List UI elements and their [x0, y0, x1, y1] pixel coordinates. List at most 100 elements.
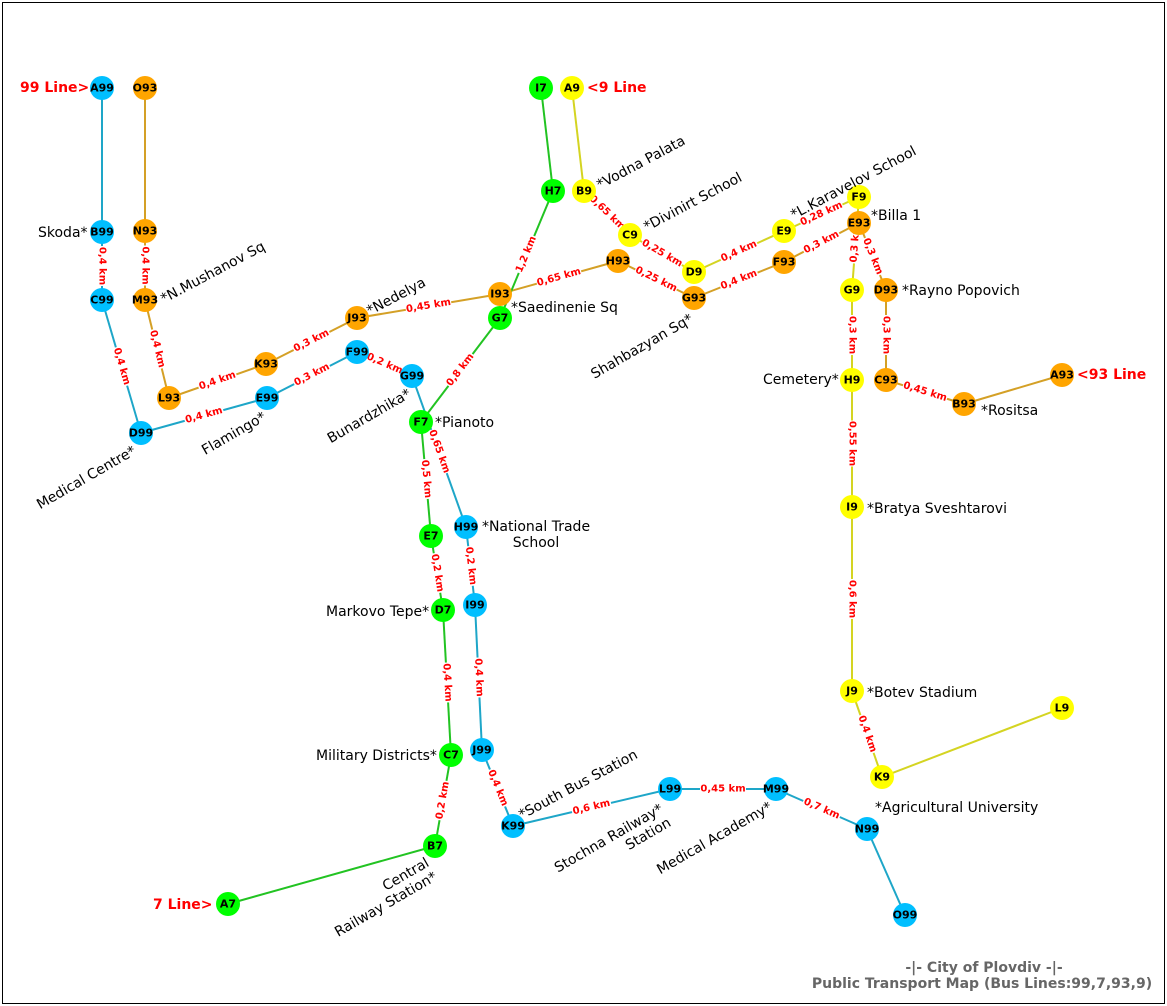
station-f99[interactable]: F99 — [345, 340, 369, 364]
station-e7[interactable]: E7 — [419, 524, 443, 548]
station-marker[interactable] — [874, 368, 898, 392]
station-marker[interactable] — [840, 368, 864, 392]
station-h7[interactable]: H7 — [541, 179, 565, 203]
station-marker[interactable] — [874, 278, 898, 302]
station-m99[interactable]: M99 — [763, 777, 789, 801]
station-marker[interactable] — [1050, 696, 1074, 720]
station-e9[interactable]: E9 — [772, 219, 796, 243]
station-marker[interactable] — [764, 777, 788, 801]
station-marker[interactable] — [439, 743, 463, 767]
station-marker[interactable] — [772, 250, 796, 274]
station-k93[interactable]: K93 — [254, 352, 278, 376]
station-marker[interactable] — [870, 765, 894, 789]
station-marker[interactable] — [855, 817, 879, 841]
station-o93[interactable]: O93 — [133, 76, 158, 100]
station-marker[interactable] — [157, 386, 181, 410]
station-marker[interactable] — [254, 352, 278, 376]
station-e99[interactable]: E99 — [255, 386, 279, 410]
station-n99[interactable]: N99 — [855, 817, 880, 841]
station-marker[interactable] — [463, 593, 487, 617]
station-d7[interactable]: D7 — [431, 598, 455, 622]
station-j9[interactable]: J9 — [840, 679, 864, 703]
station-marker[interactable] — [618, 223, 642, 247]
station-marker[interactable] — [893, 903, 917, 927]
station-marker[interactable] — [847, 185, 871, 209]
station-marker[interactable] — [840, 679, 864, 703]
station-n93[interactable]: N93 — [133, 219, 158, 243]
station-marker[interactable] — [419, 524, 443, 548]
station-marker[interactable] — [90, 220, 114, 244]
station-f7[interactable]: F7 — [409, 410, 433, 434]
station-o99[interactable]: O99 — [893, 903, 918, 927]
station-marker[interactable] — [658, 777, 682, 801]
station-marker[interactable] — [501, 814, 525, 838]
station-b99[interactable]: B99 — [90, 220, 114, 244]
station-l99[interactable]: L99 — [658, 777, 682, 801]
station-marker[interactable] — [541, 179, 565, 203]
station-marker[interactable] — [470, 738, 494, 762]
station-marker[interactable] — [488, 282, 512, 306]
station-marker[interactable] — [423, 834, 447, 858]
station-marker[interactable] — [572, 179, 596, 203]
station-marker[interactable] — [454, 515, 478, 539]
station-f9[interactable]: F9 — [847, 185, 871, 209]
station-h99[interactable]: H99 — [454, 515, 479, 539]
station-marker[interactable] — [840, 495, 864, 519]
station-f93[interactable]: F93 — [772, 250, 796, 274]
station-marker[interactable] — [682, 286, 706, 310]
station-k9[interactable]: K9 — [870, 765, 894, 789]
station-marker[interactable] — [952, 392, 976, 416]
station-marker[interactable] — [606, 249, 630, 273]
station-m93[interactable]: M93 — [132, 288, 158, 312]
station-marker[interactable] — [129, 421, 153, 445]
station-h9[interactable]: H9 — [840, 368, 864, 392]
station-b9[interactable]: B9 — [572, 179, 596, 203]
station-a99[interactable]: A99 — [90, 76, 114, 100]
station-marker[interactable] — [529, 76, 553, 100]
station-i93[interactable]: I93 — [488, 282, 512, 306]
station-d93[interactable]: D93 — [874, 278, 898, 302]
station-a9[interactable]: A9 — [560, 76, 584, 100]
station-l93[interactable]: L93 — [157, 386, 181, 410]
station-g9[interactable]: G9 — [840, 278, 864, 302]
station-g99[interactable]: G99 — [400, 364, 424, 388]
station-marker[interactable] — [847, 211, 871, 235]
station-marker[interactable] — [772, 219, 796, 243]
station-d9[interactable]: D9 — [682, 260, 706, 284]
station-marker[interactable] — [1050, 363, 1074, 387]
station-h93[interactable]: H93 — [606, 249, 631, 273]
station-k99[interactable]: K99 — [501, 814, 525, 838]
station-c7[interactable]: C7 — [439, 743, 463, 767]
station-e93[interactable]: E93 — [847, 211, 871, 235]
station-marker[interactable] — [345, 340, 369, 364]
station-marker[interactable] — [409, 410, 433, 434]
station-l9[interactable]: L9 — [1050, 696, 1074, 720]
station-marker[interactable] — [560, 76, 584, 100]
station-g7[interactable]: G7 — [488, 306, 512, 330]
station-i7[interactable]: I7 — [529, 76, 553, 100]
station-j93[interactable]: J93 — [345, 306, 369, 330]
station-j99[interactable]: J99 — [470, 738, 494, 762]
station-b7[interactable]: B7 — [423, 834, 447, 858]
station-marker[interactable] — [255, 386, 279, 410]
station-a93[interactable]: A93 — [1050, 363, 1074, 387]
station-c9[interactable]: C9 — [618, 223, 642, 247]
station-marker[interactable] — [682, 260, 706, 284]
station-b93[interactable]: B93 — [952, 392, 976, 416]
station-c99[interactable]: C99 — [90, 288, 114, 312]
station-c93[interactable]: C93 — [874, 368, 898, 392]
station-i99[interactable]: I99 — [463, 593, 487, 617]
station-marker[interactable] — [133, 219, 157, 243]
station-i9[interactable]: I9 — [840, 495, 864, 519]
station-marker[interactable] — [90, 288, 114, 312]
station-marker[interactable] — [840, 278, 864, 302]
station-a7[interactable]: A7 — [216, 892, 240, 916]
station-g93[interactable]: G93 — [682, 286, 706, 310]
station-marker[interactable] — [345, 306, 369, 330]
station-marker[interactable] — [400, 364, 424, 388]
station-marker[interactable] — [90, 76, 114, 100]
station-d99[interactable]: D99 — [129, 421, 153, 445]
station-marker[interactable] — [431, 598, 455, 622]
station-marker[interactable] — [133, 76, 157, 100]
station-marker[interactable] — [216, 892, 240, 916]
